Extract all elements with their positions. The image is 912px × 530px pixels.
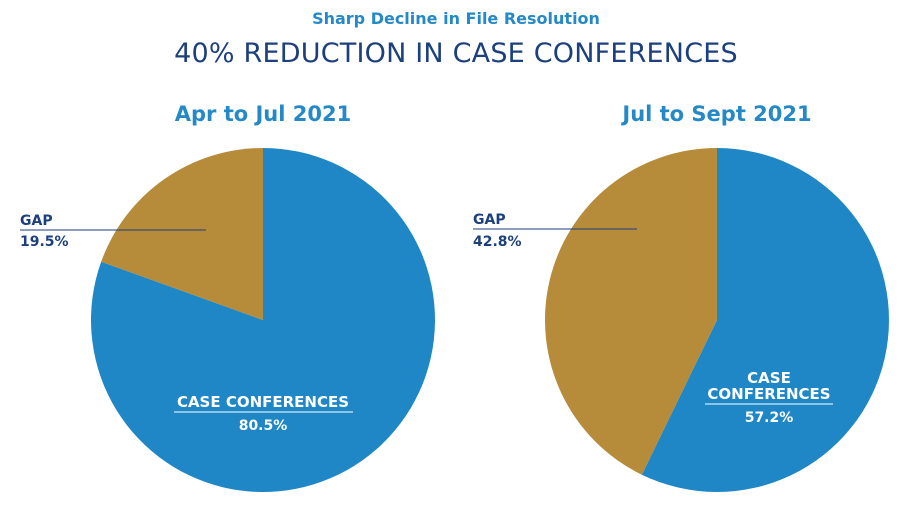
pie-1-case-label: CASE CONFERENCES <box>177 393 349 411</box>
pie-2-gap-value: 42.8% <box>473 234 522 250</box>
pie-1: GAP 19.5% CASE CONFERENCES 80.5% <box>20 148 436 492</box>
pie-2-title: Jul to Sept 2021 <box>622 102 812 126</box>
pie-1-slice-case-conferences <box>91 148 436 492</box>
pie-2-gap-label: GAP <box>473 212 506 228</box>
pie-1-slice-gap <box>101 148 263 320</box>
pie-2: GAP 42.8% CASE CONFERENCES 57.2% <box>473 147 889 492</box>
chart-subtitle: Sharp Decline in File Resolution <box>312 9 600 28</box>
pie-2-case-value: 57.2% <box>745 410 794 426</box>
pie-1-title: Apr to Jul 2021 <box>174 102 352 126</box>
pie-2-slice-case-conferences <box>641 148 889 492</box>
pie-2-case-label-line-2: CONFERENCES <box>707 385 830 403</box>
pie-2-slice-gap <box>544 147 717 475</box>
pie-1-gap-label: GAP <box>20 213 53 229</box>
pie-1-case-value: 80.5% <box>239 418 288 434</box>
pie-1-gap-value: 19.5% <box>20 234 69 250</box>
pie-2-case-label-line-1: CASE <box>747 369 791 387</box>
chart-main-title: 40% REDUCTION IN CASE CONFERENCES <box>174 38 738 69</box>
